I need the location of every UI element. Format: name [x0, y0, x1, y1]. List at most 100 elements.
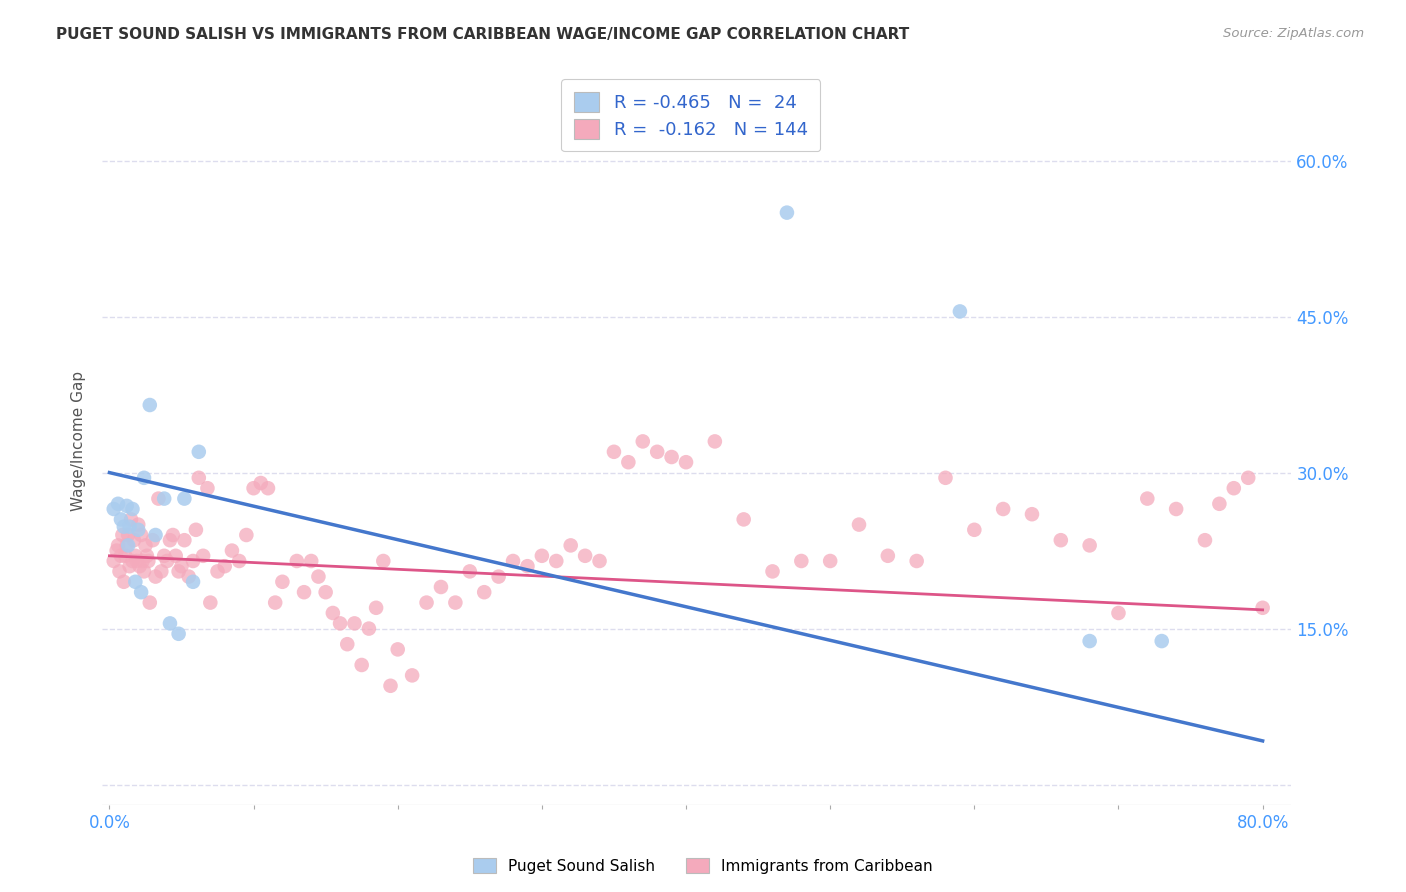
Point: [153, 549, 176, 563]
Point: [574, 549, 596, 563]
Point: [329, 616, 352, 631]
Point: [117, 528, 139, 542]
Point: [257, 481, 280, 495]
Point: [472, 585, 495, 599]
Point: [588, 554, 610, 568]
Point: [167, 565, 190, 579]
Point: [1021, 507, 1043, 521]
Point: [191, 549, 214, 563]
Point: [105, 543, 128, 558]
Point: [530, 549, 553, 563]
Point: [905, 554, 928, 568]
Point: [1208, 497, 1230, 511]
Point: [125, 554, 148, 568]
Point: [138, 554, 160, 568]
Point: [107, 538, 129, 552]
Point: [114, 549, 136, 563]
Point: [373, 554, 395, 568]
Point: [121, 502, 143, 516]
Point: [285, 554, 308, 568]
Point: [1166, 502, 1188, 516]
Point: [299, 554, 322, 568]
Point: [322, 606, 344, 620]
Point: [124, 574, 146, 589]
Point: [139, 398, 162, 412]
Point: [184, 523, 207, 537]
Point: [214, 559, 236, 574]
Point: [790, 554, 813, 568]
Point: [132, 471, 155, 485]
Point: [115, 538, 138, 552]
Point: [350, 657, 373, 672]
Point: [162, 528, 184, 542]
Point: [1136, 491, 1159, 506]
Point: [167, 627, 190, 641]
Point: [165, 549, 187, 563]
Point: [120, 512, 142, 526]
Point: [187, 445, 209, 459]
Point: [170, 559, 193, 574]
Point: [631, 434, 654, 449]
Point: [444, 596, 467, 610]
Point: [818, 554, 841, 568]
Point: [121, 554, 143, 568]
Point: [387, 642, 409, 657]
Point: [111, 528, 134, 542]
Point: [357, 622, 380, 636]
Point: [776, 205, 799, 219]
Point: [502, 554, 524, 568]
Legend: Puget Sound Salish, Immigrants from Caribbean: Puget Sound Salish, Immigrants from Cari…: [467, 852, 939, 880]
Point: [991, 502, 1014, 516]
Point: [129, 585, 152, 599]
Point: [661, 450, 683, 464]
Point: [458, 565, 481, 579]
Point: [292, 585, 315, 599]
Point: [1049, 533, 1071, 548]
Point: [124, 549, 146, 563]
Y-axis label: Wage/Income Gap: Wage/Income Gap: [72, 371, 86, 511]
Point: [249, 475, 271, 490]
Point: [343, 616, 366, 631]
Point: [380, 679, 402, 693]
Point: [315, 585, 337, 599]
Point: [187, 471, 209, 485]
Point: [118, 559, 141, 574]
Point: [1078, 538, 1101, 552]
Point: [103, 502, 125, 516]
Point: [148, 491, 170, 506]
Point: [364, 600, 387, 615]
Point: [173, 533, 195, 548]
Point: [934, 471, 956, 485]
Point: [159, 616, 181, 631]
Point: [1237, 471, 1260, 485]
Point: [560, 538, 582, 552]
Point: [488, 569, 510, 583]
Point: [876, 549, 898, 563]
Point: [271, 574, 294, 589]
Point: [307, 569, 329, 583]
Point: [197, 481, 219, 495]
Point: [139, 596, 162, 610]
Point: [117, 538, 139, 552]
Point: [415, 596, 437, 610]
Point: [181, 574, 204, 589]
Point: [242, 481, 264, 495]
Point: [135, 549, 157, 563]
Point: [107, 497, 129, 511]
Point: [134, 538, 156, 552]
Point: [145, 569, 167, 583]
Point: [1194, 533, 1216, 548]
Point: [200, 596, 222, 610]
Point: [156, 554, 179, 568]
Point: [228, 554, 250, 568]
Point: [848, 517, 870, 532]
Point: [118, 519, 141, 533]
Legend: R = -0.465   N =  24, R =  -0.162   N = 144: R = -0.465 N = 24, R = -0.162 N = 144: [561, 79, 821, 152]
Point: [516, 559, 538, 574]
Point: [129, 528, 152, 542]
Point: [1150, 634, 1173, 648]
Point: [703, 434, 725, 449]
Point: [132, 565, 155, 579]
Point: [112, 574, 135, 589]
Text: Source: ZipAtlas.com: Source: ZipAtlas.com: [1223, 27, 1364, 40]
